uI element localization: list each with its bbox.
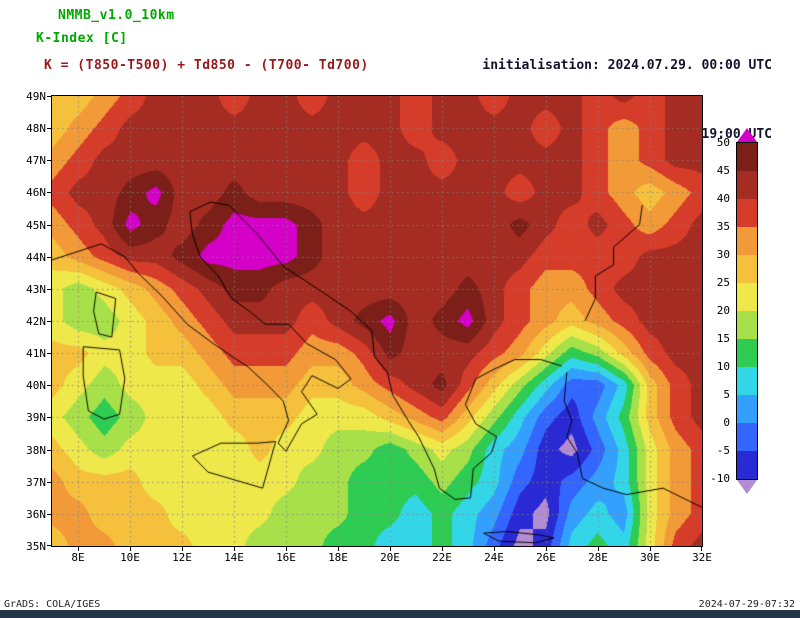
y-tick-label: 42N xyxy=(26,315,46,328)
x-tick-label: 10E xyxy=(120,551,140,564)
legend-band xyxy=(737,143,757,171)
legend-boundary-label: -5 xyxy=(716,444,730,457)
x-tick-mark xyxy=(182,546,183,551)
y-tick-label: 41N xyxy=(26,347,46,361)
legend-band xyxy=(737,423,757,451)
legend-cap-below-min xyxy=(737,480,757,494)
legend-band xyxy=(737,283,757,311)
x-tick-mark xyxy=(701,546,702,551)
x-tick-label: 16E xyxy=(276,551,296,564)
legend-band xyxy=(737,171,757,199)
y-tick-label: 38N xyxy=(26,443,46,457)
product-name: K-Index [C] xyxy=(36,31,128,46)
x-tick-label: 24E xyxy=(484,551,504,564)
legend-boundary-label: 20 xyxy=(716,304,730,317)
y-tick-label: 49N xyxy=(26,90,46,103)
x-tick-label: 32E xyxy=(692,551,712,564)
y-tick-label: 46N xyxy=(26,186,46,200)
x-tick-mark xyxy=(546,546,547,551)
y-tick-label: 37N xyxy=(26,475,46,489)
y-tick-label: 40N xyxy=(26,379,46,393)
x-tick-label: 8E xyxy=(71,551,85,564)
legend-boundary-label: 10 xyxy=(716,360,730,373)
y-tick-mark xyxy=(47,481,52,483)
y-tick-label: 44N xyxy=(26,250,46,264)
legend-band xyxy=(737,451,757,479)
y-tick-label: 45N xyxy=(26,218,46,232)
x-tick-mark xyxy=(598,546,599,551)
legend-band xyxy=(737,255,757,283)
y-tick-mark xyxy=(47,545,52,546)
init-time-label: initialisation: 2024.07.29. 00:00 UTC xyxy=(482,58,772,73)
k-index-map-canvas xyxy=(52,96,702,546)
model-name: NMMB_v1.0_10km xyxy=(58,8,175,23)
y-tick-mark xyxy=(47,224,52,226)
y-tick-mark xyxy=(47,353,52,355)
y-tick-label: 36N xyxy=(26,507,46,521)
bottom-bar xyxy=(0,610,800,618)
grads-credit: GrADS: COLA/IGES xyxy=(4,599,101,610)
legend-band xyxy=(737,199,757,227)
legend-boundary-label: 40 xyxy=(716,192,730,205)
legend-band xyxy=(737,367,757,395)
legend-boundary-label: 25 xyxy=(716,276,730,289)
y-tick-mark xyxy=(47,160,52,162)
x-tick-label: 18E xyxy=(328,551,348,564)
legend-boundary-label: -10 xyxy=(710,472,730,485)
legend-boundary-label: 5 xyxy=(723,388,730,401)
k-index-formula: K = (T850-T500) + Td850 - (T700- Td700) xyxy=(44,58,369,73)
x-tick-label: 30E xyxy=(640,551,660,564)
legend-boundary-label: 30 xyxy=(716,248,730,261)
x-tick-mark xyxy=(78,546,79,551)
x-tick-label: 20E xyxy=(380,551,400,564)
y-tick-label: 39N xyxy=(26,411,46,425)
legend-band xyxy=(737,395,757,423)
legend-band xyxy=(737,227,757,255)
y-tick-mark xyxy=(47,417,52,419)
x-tick-mark xyxy=(130,546,131,551)
y-tick-mark xyxy=(47,513,52,515)
x-tick-label: 26E xyxy=(536,551,556,564)
y-tick-mark xyxy=(47,449,52,451)
y-tick-mark xyxy=(47,385,52,387)
legend-band-stack xyxy=(736,142,758,480)
creation-timestamp: 2024-07-29-07:32 xyxy=(698,599,795,610)
x-tick-mark xyxy=(286,546,287,551)
y-tick-mark xyxy=(47,256,52,258)
legend-band xyxy=(737,339,757,367)
y-tick-label: 43N xyxy=(26,282,46,296)
x-tick-label: 22E xyxy=(432,551,452,564)
y-tick-label: 47N xyxy=(26,154,46,168)
legend-boundary-label: 35 xyxy=(716,220,730,233)
legend-boundary-label: 50 xyxy=(716,136,730,149)
plot-area: 49N 48N 47N 46N 45N 44N 43N 42N 41N 40N 39N 38N 37N 3… xyxy=(26,90,758,564)
y-tick-mark xyxy=(47,321,52,322)
legend-boundary-label: 15 xyxy=(716,332,730,345)
y-tick-mark xyxy=(47,192,52,194)
x-tick-label: 14E xyxy=(224,551,244,564)
x-tick-mark xyxy=(234,546,235,551)
y-tick-mark xyxy=(47,288,52,290)
x-tick-mark xyxy=(650,546,651,551)
y-tick-label: 48N xyxy=(26,122,46,136)
legend-cap-above-max xyxy=(737,128,757,142)
x-tick-mark xyxy=(494,546,495,551)
y-tick-mark xyxy=(47,128,52,130)
legend-band xyxy=(737,311,757,339)
x-tick-label: 28E xyxy=(588,551,608,564)
legend-boundary-label: 45 xyxy=(716,164,730,177)
x-tick-mark xyxy=(390,546,391,551)
x-tick-label: 12E xyxy=(172,551,192,564)
y-tick-label: 35N xyxy=(26,540,46,553)
x-tick-mark xyxy=(442,546,443,551)
legend-boundary-label: 0 xyxy=(723,416,730,429)
x-tick-mark xyxy=(338,546,339,551)
y-tick-mark xyxy=(47,96,52,97)
